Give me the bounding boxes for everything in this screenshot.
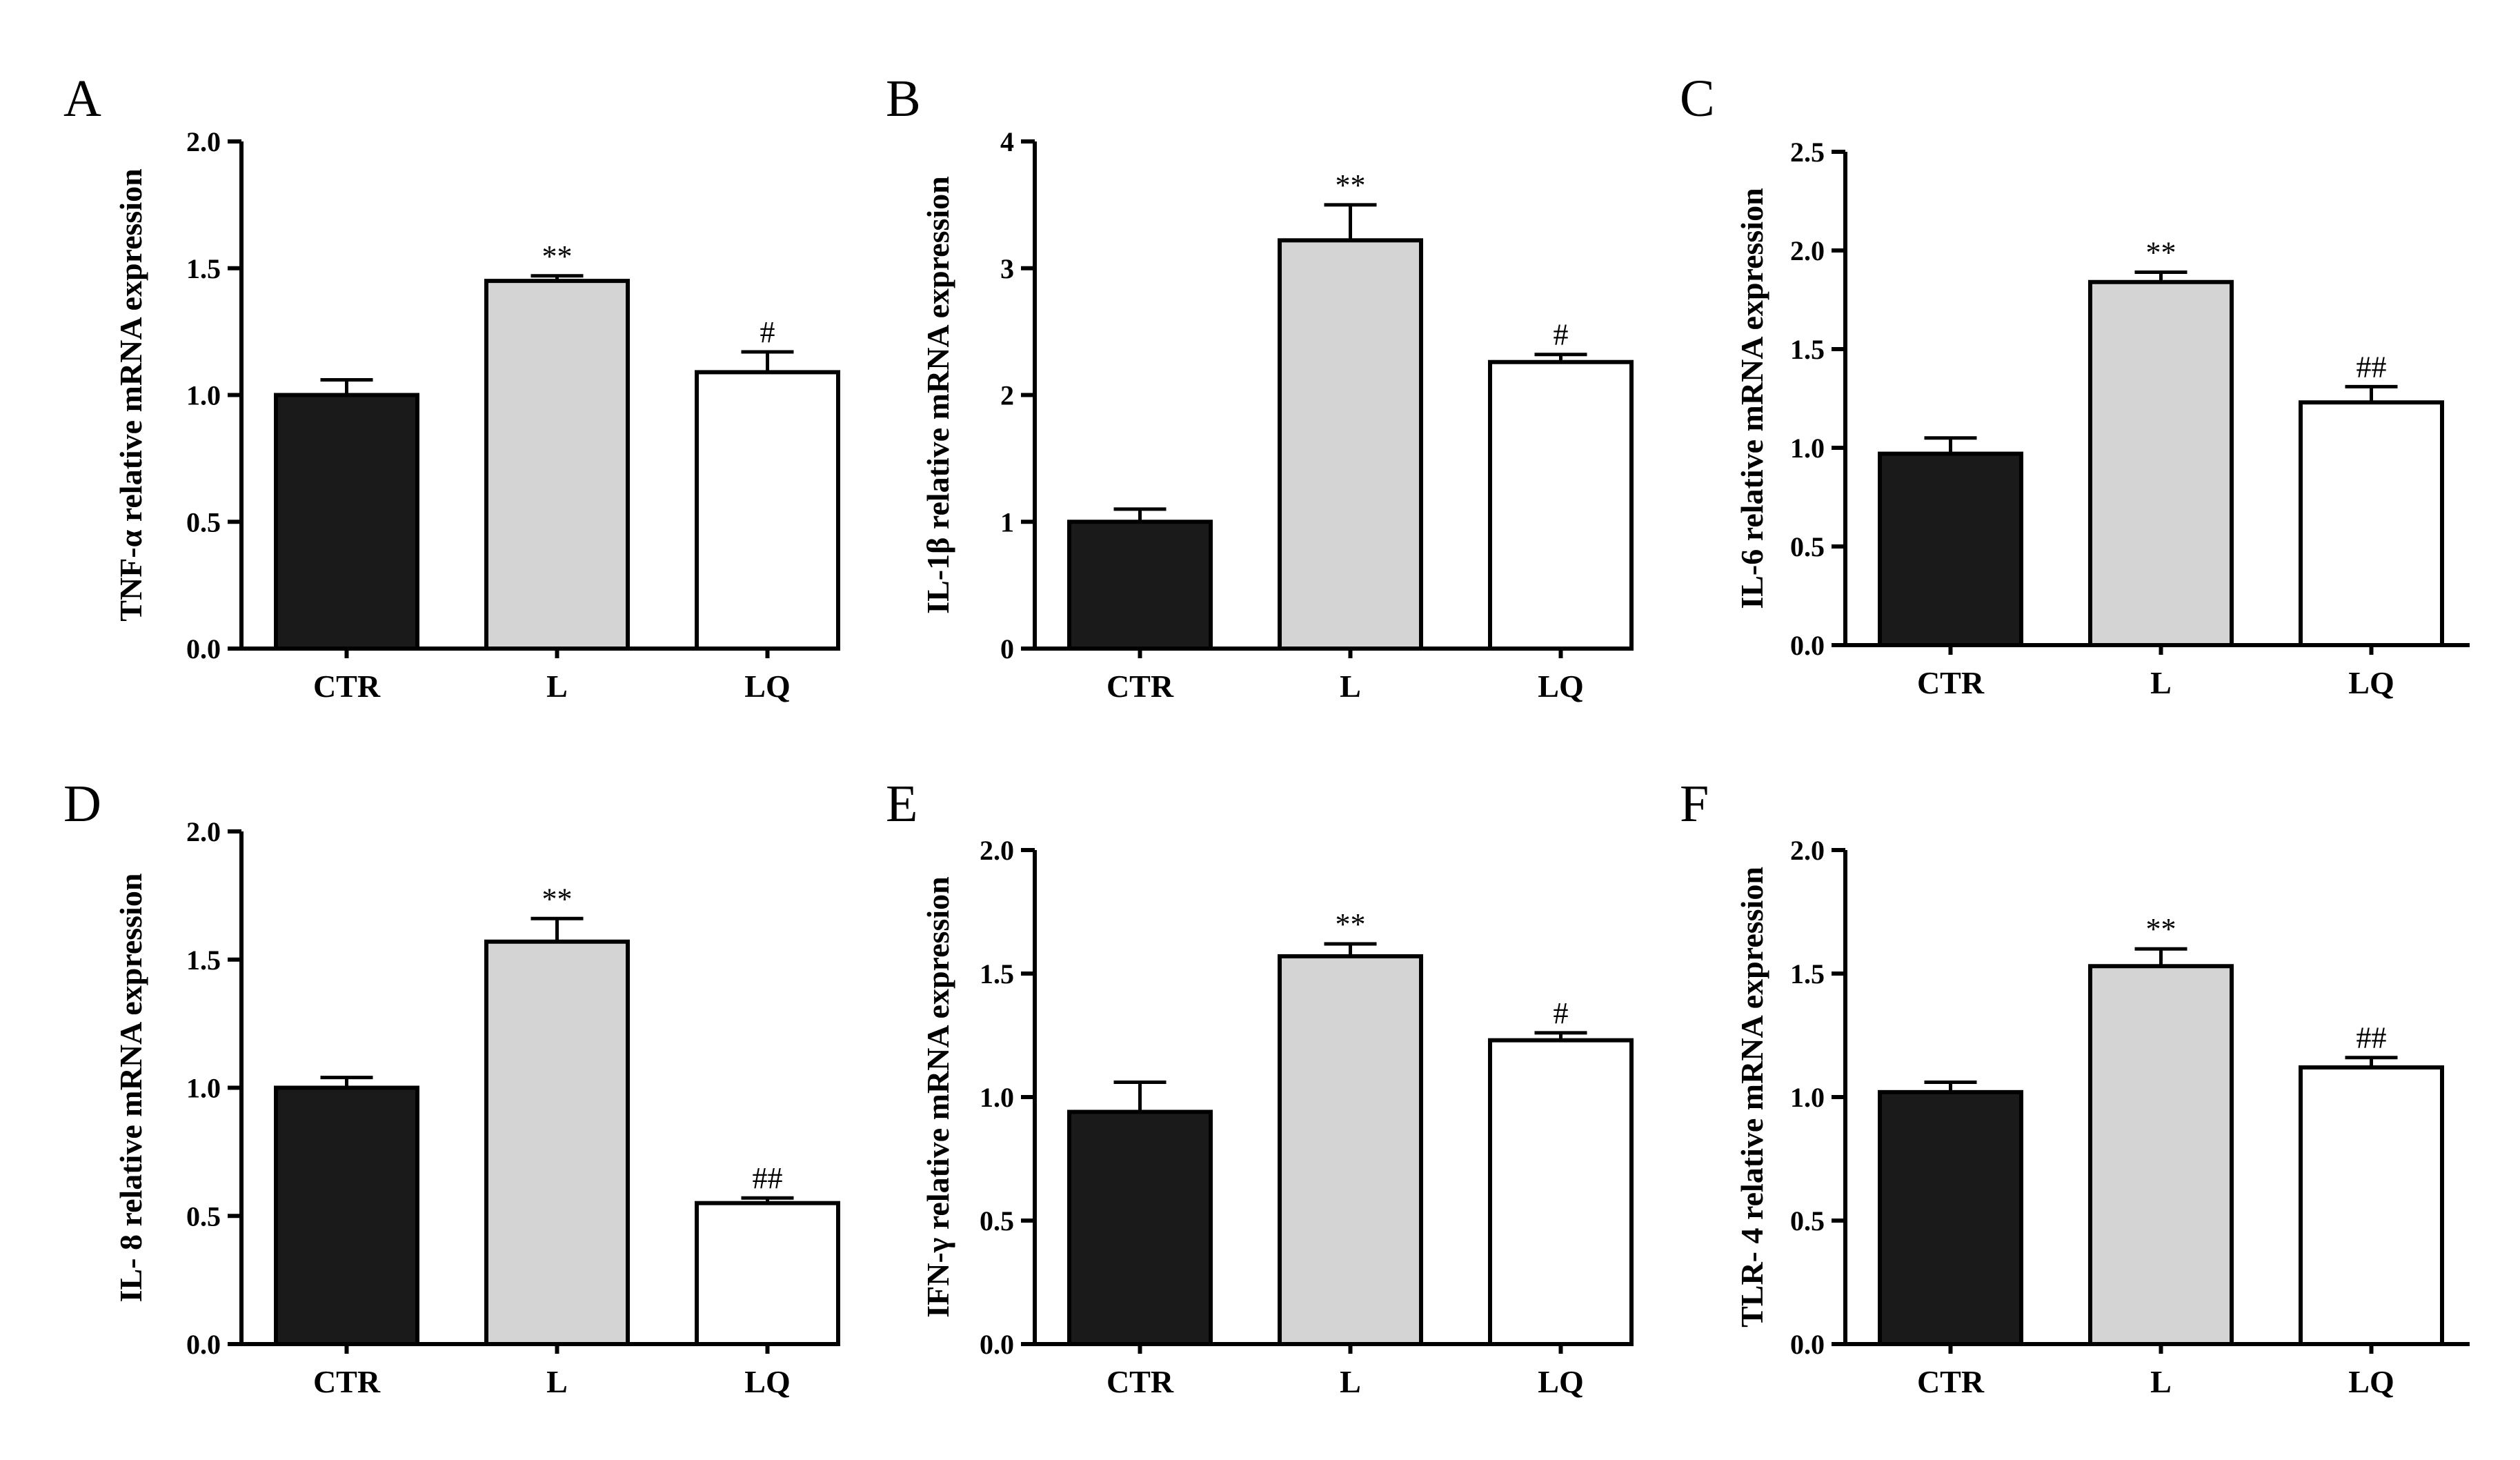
panel-a-y-tick-label: 1.5 — [186, 253, 221, 284]
panel-d-y-tick-label: 1.0 — [186, 1073, 221, 1104]
panel-d-bar-lq — [695, 1201, 840, 1347]
panel-a-category-label-lq: LQ — [744, 669, 790, 704]
panel-c-y-tick-label: 1.0 — [1790, 433, 1825, 464]
panel-c-category-label-lq: LQ — [2348, 665, 2394, 700]
panel-b-bar-l — [1278, 238, 1423, 651]
panel-e-significance-lq: # — [1554, 996, 1569, 1030]
panel-d-significance-l: ** — [542, 882, 573, 916]
panel-c-y-tick-label: 2.5 — [1790, 137, 1825, 168]
panel-c-bar-ctr — [1878, 451, 2023, 648]
panel-b-category-label-lq: LQ — [1538, 669, 1583, 704]
panel-e-y-tick-label: 0.0 — [980, 1329, 1014, 1360]
panel-a-significance-lq: # — [760, 315, 775, 349]
panel-e-bar-ctr — [1067, 1109, 1213, 1346]
panel-e-y-tick-label: 1.0 — [980, 1082, 1014, 1113]
panel-c-significance-lq: ## — [2357, 350, 2387, 384]
panel-b-y-tick-label: 4 — [1000, 126, 1014, 157]
panel-e-letter: E — [886, 775, 917, 833]
panel-a-y-tick-label: 2.0 — [186, 126, 221, 157]
panel-f-significance-l: ** — [2146, 912, 2176, 946]
panel-b-significance-lq: # — [1554, 318, 1569, 352]
panel-b-letter: B — [886, 70, 921, 128]
panel-c-y-tick-label: 0.5 — [1790, 531, 1825, 562]
panel-d-y-tick-label: 0.0 — [186, 1329, 221, 1360]
panel-f-category-label-l: L — [2150, 1364, 2172, 1399]
panel-c-y-tick-label: 1.5 — [1790, 334, 1825, 365]
panel-f-category-label-ctr: CTR — [1917, 1364, 1985, 1399]
panel-f-y-tick-label: 1.5 — [1790, 958, 1825, 989]
panel-f-y-tick-label: 2.0 — [1790, 835, 1825, 866]
panel-d-category-label-ctr: CTR — [313, 1364, 381, 1399]
panel-e-significance-l: ** — [1336, 907, 1366, 941]
panel-e-bar-lq — [1488, 1038, 1634, 1347]
panel-f-significance-lq: ## — [2357, 1021, 2387, 1055]
panel-b-y-tick-label: 2 — [1000, 380, 1014, 411]
panel-a-y-tick-label: 1.0 — [186, 380, 221, 411]
panel-f-letter: F — [1680, 775, 1709, 833]
panel-a-y-tick-label: 0.0 — [186, 633, 221, 664]
panel-a-category-label-ctr: CTR — [313, 669, 381, 704]
panel-d-category-label-lq: LQ — [744, 1364, 790, 1399]
panel-e-y-tick-label: 1.5 — [980, 958, 1014, 989]
panel-d-letter: D — [63, 775, 101, 833]
panel-e-category-label-ctr: CTR — [1107, 1364, 1174, 1399]
panel-d-y-tick-label: 2.0 — [186, 816, 221, 847]
panel-d-bar-ctr — [274, 1085, 419, 1346]
panel-f-y-tick-label: 0.0 — [1790, 1329, 1825, 1360]
panel-b-y-tick-label: 3 — [1000, 253, 1014, 284]
panel-f-category-label-lq: LQ — [2348, 1364, 2394, 1399]
panel-c-y-tick-label: 2.0 — [1790, 235, 1825, 266]
panel-e-y-axis-label: IFN-γ relative mRNA expression — [920, 876, 955, 1317]
panel-a-significance-l: ** — [542, 239, 573, 273]
panel-d-bar-l — [484, 939, 630, 1346]
panel-a-category-label-l: L — [546, 669, 568, 704]
panel-b-y-tick-label: 1 — [1000, 506, 1014, 537]
panel-a-y-axis-label: TNF-α relative mRNA expression — [113, 168, 148, 621]
panel-e-y-tick-label: 2.0 — [980, 835, 1014, 866]
panel-c-significance-l: ** — [2146, 235, 2176, 269]
panel-b-bar-lq — [1488, 359, 1634, 651]
panel-a-y-tick-label: 0.5 — [186, 506, 221, 537]
panel-f-bar-l — [2088, 964, 2234, 1346]
panel-f-bar-lq — [2299, 1065, 2444, 1347]
panel-f-y-tick-label: 1.0 — [1790, 1082, 1825, 1113]
panel-a-letter: A — [63, 70, 101, 128]
panel-e-category-label-l: L — [1340, 1364, 1361, 1399]
panel-c-bar-lq — [2299, 400, 2444, 647]
panel-b-y-tick-label: 0 — [1000, 633, 1014, 664]
panel-c-y-axis-label: IL-6 relative mRNA expression — [1734, 188, 1769, 609]
panel-f-y-axis-label: TLR- 4 relative mRNA expression — [1734, 867, 1769, 1328]
panel-f-y-tick-label: 0.5 — [1790, 1205, 1825, 1236]
panel-d-category-label-l: L — [546, 1364, 568, 1399]
panel-d-y-axis-label: IL- 8 relative mRNA expression — [113, 874, 148, 1303]
panel-c-y-tick-label: 0.0 — [1790, 630, 1825, 661]
panel-d-y-tick-label: 0.5 — [186, 1201, 221, 1232]
panel-c-category-label-ctr: CTR — [1917, 665, 1985, 700]
panel-e-bar-l — [1278, 954, 1423, 1346]
panel-e-y-tick-label: 0.5 — [980, 1205, 1014, 1236]
panel-b-significance-l: ** — [1336, 168, 1366, 202]
panel-f-bar-ctr — [1878, 1089, 2023, 1346]
panel-b-y-axis-label: IL-1β relative mRNA expression — [920, 176, 955, 614]
panel-e-category-label-lq: LQ — [1538, 1364, 1583, 1399]
panel-b-category-label-l: L — [1340, 669, 1361, 704]
panel-a-bar-lq — [695, 370, 840, 651]
panel-b-category-label-ctr: CTR — [1107, 669, 1174, 704]
panel-c-letter: C — [1680, 70, 1715, 128]
panel-d-significance-lq: ## — [753, 1161, 783, 1195]
panel-a-bar-l — [484, 279, 630, 651]
panel-b-bar-ctr — [1067, 520, 1213, 651]
panel-a-bar-ctr — [274, 393, 419, 651]
panel-c-category-label-l: L — [2150, 665, 2172, 700]
panel-c-bar-l — [2088, 279, 2234, 647]
panel-d-y-tick-label: 1.5 — [186, 945, 221, 976]
